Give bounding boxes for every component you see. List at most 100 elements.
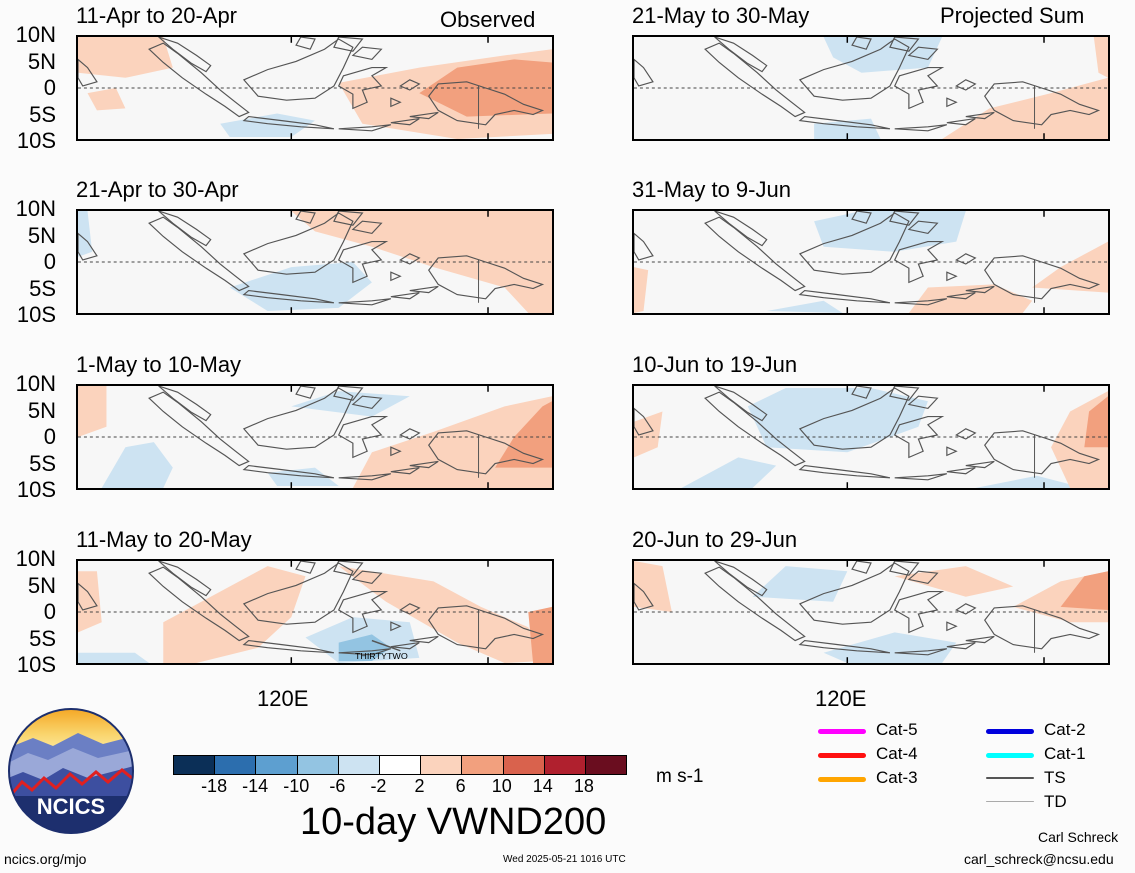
panel-title: 31-May to 9-Jun [632, 177, 791, 202]
map-panel [632, 35, 1110, 141]
lat-label: 10S [16, 128, 56, 153]
anomaly-region [291, 391, 410, 417]
coastline [337, 591, 389, 634]
legend-label: Cat-3 [876, 768, 918, 787]
map-panel [76, 209, 554, 315]
panel-title: 21-Apr to 30-Apr [76, 177, 239, 202]
anomaly-region [163, 566, 306, 663]
lat-label: 0 [43, 599, 56, 624]
colorbar-swatch [584, 756, 627, 774]
anomaly-region [338, 566, 543, 663]
panel-title: 11-May to 20-May [76, 527, 252, 552]
anomaly-region [101, 442, 173, 488]
lat-label: 5N [27, 572, 56, 598]
colorbar-tick: 2 [414, 776, 425, 796]
coastline [714, 37, 768, 73]
observed-label: Observed [440, 7, 536, 32]
colorbar-tick: -14 [242, 776, 269, 796]
lon-label-right: 120E [815, 686, 867, 711]
coastline [704, 566, 806, 642]
coastline [78, 58, 98, 87]
coastline [893, 591, 945, 634]
coastline [409, 111, 439, 120]
coastline [946, 603, 977, 632]
coastline [428, 605, 545, 650]
coastline [242, 639, 335, 654]
coastline [338, 467, 420, 481]
coastline [893, 416, 945, 459]
coastline [78, 582, 98, 611]
colorbar-swatch [214, 756, 256, 774]
anomaly-region [87, 88, 126, 111]
colorbar-tick: 10 [491, 776, 512, 796]
map-panel [632, 559, 1110, 665]
anomaly-region [78, 386, 107, 437]
coastline [148, 391, 250, 467]
legend-label: Cat-1 [1044, 744, 1086, 763]
legend-label: Cat-5 [876, 720, 918, 739]
map-svg [78, 211, 552, 313]
colorbar-units: m s-1 [656, 766, 704, 787]
coastline [295, 211, 383, 235]
coastline [409, 285, 439, 294]
anomaly-region [78, 571, 102, 633]
coastline [946, 428, 977, 457]
coastline [851, 211, 939, 235]
coastline [337, 67, 389, 110]
lat-label: 10N [15, 196, 56, 221]
coastline [851, 561, 939, 585]
coastline [893, 241, 945, 284]
map-svg [78, 37, 552, 139]
coastline [295, 386, 383, 410]
anomaly-region [495, 401, 552, 468]
coastline [390, 603, 421, 632]
map-svg [78, 386, 552, 488]
timestamp: Wed 2025-05-21 1016 UTC [503, 854, 626, 865]
coastline [78, 232, 98, 261]
anomaly-region [78, 652, 150, 663]
panel-title: 10-Jun to 19-Jun [632, 352, 798, 377]
map-svg [634, 211, 1108, 313]
legend-line-cat-3 [818, 777, 866, 782]
coastline [798, 289, 891, 304]
anomaly-region [78, 211, 93, 257]
coastline [984, 81, 1101, 126]
coastline [965, 285, 995, 294]
anomaly-region [942, 77, 1108, 139]
lat-label: 5N [27, 222, 56, 248]
coastline [851, 386, 939, 410]
lat-label: 0 [43, 424, 56, 449]
coastline [798, 38, 910, 101]
anomaly-region [766, 300, 843, 313]
coastline [894, 642, 976, 656]
map-panel: THIRTYTWO [76, 559, 554, 665]
storm-label: THIRTYTWO [355, 651, 408, 661]
anomaly-region [975, 475, 1085, 488]
author: Carl Schreck [1038, 829, 1119, 845]
coastline [390, 79, 421, 108]
lat-label: 10N [15, 371, 56, 396]
coastline [894, 118, 976, 132]
ncics-logo: NCICS [8, 708, 134, 834]
anomaly-region [634, 267, 649, 313]
coastline [714, 386, 768, 422]
map-panel [76, 35, 554, 141]
colorbar-tick: 18 [573, 776, 594, 796]
legend-line-cat-5 [818, 729, 866, 734]
anomaly-region [229, 262, 372, 311]
colorbar-swatch [296, 756, 338, 774]
coastline [946, 79, 977, 108]
legend-line-cat-1 [986, 753, 1034, 758]
coastline [984, 430, 1101, 475]
coastline [390, 253, 421, 282]
coastline [798, 562, 910, 625]
colorbar-swatch [255, 756, 297, 774]
coastline [242, 115, 335, 130]
coastline [242, 289, 335, 304]
colorbar-swatch [502, 756, 544, 774]
site-url: ncics.org/mjo [4, 851, 87, 867]
logo-text: NCICS [37, 794, 105, 819]
projected-sum-label: Projected Sum [940, 3, 1085, 28]
coastline [798, 115, 891, 130]
anomaly-region [634, 561, 672, 612]
